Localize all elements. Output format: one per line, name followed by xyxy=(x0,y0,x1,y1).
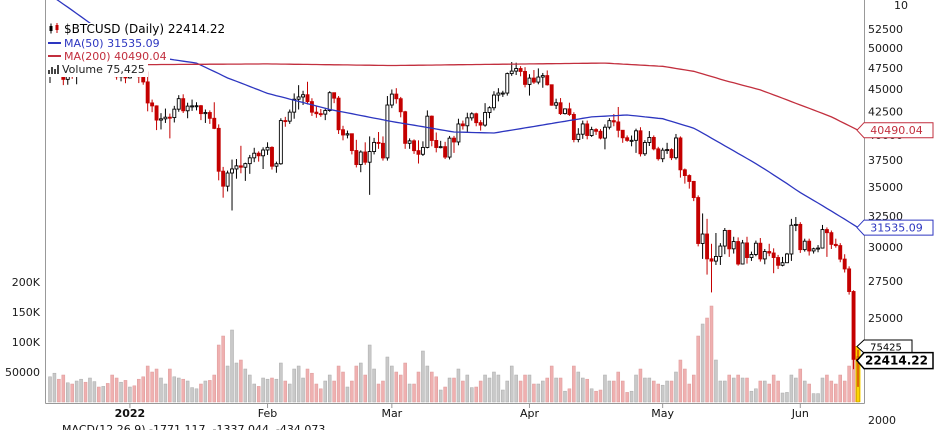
last-volume-badge: 75425 xyxy=(856,339,913,354)
svg-text:Mar: Mar xyxy=(381,407,402,420)
ma50-legend-label: MA(50) 31535.09 xyxy=(64,37,160,50)
ma50-legend-row: MA(50) 31535.09 xyxy=(46,37,163,50)
svg-text:Jun: Jun xyxy=(791,407,809,420)
ma200-line xyxy=(49,62,859,131)
svg-text:35000: 35000 xyxy=(868,181,903,194)
last-price-badge: 22414.22 xyxy=(856,351,934,370)
svg-text:Feb: Feb xyxy=(258,407,277,420)
ma200-legend-label: MA(200) 40490.04 xyxy=(64,50,167,63)
ma200-line-swatch xyxy=(48,55,61,57)
ma200-badge: 40490.04 xyxy=(856,122,934,139)
volume-legend-label: Volume 75,425 xyxy=(62,63,145,76)
left-axis-labels: 200K 150K 100K 50000 xyxy=(5,276,41,379)
svg-text:42500: 42500 xyxy=(868,105,903,118)
ma50-line xyxy=(56,0,859,229)
svg-text:27500: 27500 xyxy=(868,275,903,288)
volume-bars xyxy=(48,305,860,403)
ma200-legend-row: MA(200) 40490.04 xyxy=(46,50,170,63)
svg-text:37500: 37500 xyxy=(868,154,903,167)
svg-text:200K: 200K xyxy=(12,276,41,289)
svg-text:2022: 2022 xyxy=(115,407,146,420)
svg-text:50000: 50000 xyxy=(868,42,903,55)
volume-legend-row: Volume 75,425 xyxy=(46,63,148,77)
candlestick-chart-icon xyxy=(48,23,61,37)
svg-text:47500: 47500 xyxy=(868,62,903,75)
partial-bottom-label: 2000 xyxy=(868,414,896,427)
ma50-badge: 31535.09 xyxy=(856,219,934,236)
svg-text:Apr: Apr xyxy=(520,407,540,420)
svg-text:25000: 25000 xyxy=(868,312,903,325)
symbol-title: $BTCUSD (Daily) 22414.22 xyxy=(64,22,226,36)
volume-icon xyxy=(48,64,59,77)
svg-text:30000: 30000 xyxy=(868,241,903,254)
symbol-title-row: $BTCUSD (Daily) 22414.22 xyxy=(46,22,229,37)
ma50-line-swatch xyxy=(48,42,61,44)
svg-text:May: May xyxy=(651,407,674,420)
axes xyxy=(45,0,865,404)
candlesticks xyxy=(48,32,860,387)
svg-text:40490.04: 40490.04 xyxy=(870,124,923,137)
svg-text:22414.22: 22414.22 xyxy=(865,354,928,368)
chart-legend: $BTCUSD (Daily) 22414.22 MA(50) 31535.09… xyxy=(46,22,229,77)
svg-text:75425: 75425 xyxy=(870,343,902,354)
partial-top-label: 10 xyxy=(894,0,908,12)
next-panel-clipped-legend: MACD(12,26,9) -1771.117, -1337.044, -434… xyxy=(62,423,326,430)
svg-text:52500: 52500 xyxy=(868,23,903,36)
svg-text:100K: 100K xyxy=(12,336,41,349)
svg-text:45000: 45000 xyxy=(868,83,903,96)
svg-text:50000: 50000 xyxy=(5,366,40,379)
x-axis-labels: 2022 Feb Mar Apr May Jun xyxy=(115,403,809,420)
svg-text:150K: 150K xyxy=(12,306,41,319)
svg-text:31535.09: 31535.09 xyxy=(870,222,923,235)
